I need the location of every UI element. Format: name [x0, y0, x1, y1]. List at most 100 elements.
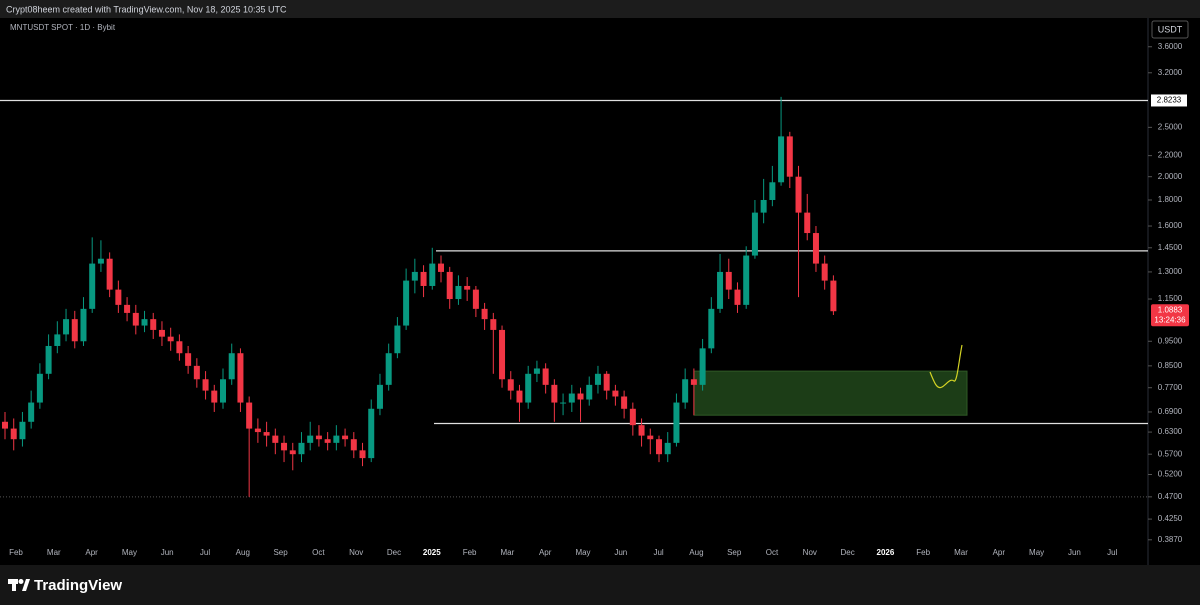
- candle-body: [385, 353, 392, 385]
- candle-body: [647, 435, 654, 440]
- y-tick-label: 1.6000: [1158, 221, 1183, 230]
- candle-body: [158, 329, 165, 337]
- x-tick-label: Feb: [463, 548, 477, 557]
- y-tick-label: 0.6300: [1158, 427, 1183, 436]
- y-tick-label: 0.5200: [1158, 470, 1183, 479]
- candle-body: [743, 255, 750, 305]
- tradingview-logo: [8, 579, 30, 591]
- candle-body: [533, 368, 540, 374]
- x-tick-label: May: [122, 548, 137, 557]
- candle-body: [594, 373, 601, 385]
- candle-body: [455, 285, 462, 300]
- x-tick-label: Oct: [766, 548, 779, 557]
- x-tick-label: Apr: [85, 548, 98, 557]
- candle-body: [560, 402, 567, 404]
- candle-body: [28, 402, 35, 422]
- candle-body: [350, 439, 357, 451]
- header-text: Crypt08heem created with TradingView.com…: [6, 4, 287, 14]
- candle-body: [603, 373, 610, 391]
- candle-body: [150, 319, 157, 330]
- candle-body: [682, 379, 689, 403]
- candle-body: [193, 365, 200, 380]
- y-tick-label: 1.3000: [1158, 267, 1183, 276]
- candle-body: [202, 379, 209, 391]
- candle-body: [795, 176, 802, 213]
- candle-body: [812, 233, 819, 264]
- x-tick-label: Nov: [803, 548, 817, 557]
- currency: USDT: [1158, 24, 1183, 34]
- y-tick-label: 1.4500: [1158, 243, 1183, 252]
- candle-body: [760, 199, 767, 213]
- candle-body: [734, 289, 741, 305]
- candle-body: [115, 289, 122, 305]
- candle-body: [10, 428, 17, 440]
- y-tick-label: 0.3870: [1158, 535, 1183, 544]
- y-tick-label: 2.0000: [1158, 172, 1183, 181]
- candle-body: [359, 450, 366, 459]
- candle-body: [246, 402, 253, 429]
- candle-body: [525, 373, 532, 403]
- x-tick-label: Feb: [9, 548, 23, 557]
- candle-body: [220, 379, 226, 403]
- candle-body: [481, 308, 488, 320]
- x-tick-label: Dec: [387, 548, 401, 557]
- x-tick-label: 2025: [423, 548, 441, 557]
- candle-body: [769, 182, 776, 200]
- price-line-label: 2.8233: [1157, 96, 1182, 105]
- last-price-box: [1151, 304, 1189, 327]
- candle-body: [289, 450, 296, 455]
- candle-body: [751, 212, 758, 256]
- candle-body: [778, 136, 785, 183]
- candle-body: [821, 263, 828, 281]
- candle-body: [97, 258, 104, 264]
- x-tick-label: Dec: [840, 548, 854, 557]
- candle-body: [551, 384, 558, 403]
- candle-body: [376, 384, 383, 409]
- candle-body: [690, 379, 697, 385]
- candle-body: [664, 442, 671, 455]
- x-tick-label: Aug: [236, 548, 250, 557]
- candle-body: [429, 263, 436, 286]
- footer-bar: [0, 565, 1200, 605]
- x-tick-label: Mar: [47, 548, 61, 557]
- candle-body: [507, 379, 514, 391]
- candle-body: [717, 271, 724, 309]
- candle-body: [176, 341, 183, 354]
- candle-body: [36, 373, 43, 403]
- demand-zone: [693, 370, 968, 416]
- candle-body: [272, 435, 279, 443]
- candle-body: [324, 439, 331, 443]
- x-tick-label: Sep: [273, 548, 288, 557]
- candle-body: [629, 408, 636, 426]
- candle-body: [298, 442, 305, 455]
- x-tick-label: Apr: [993, 548, 1006, 557]
- candle-body: [368, 408, 375, 459]
- x-tick-label: Mar: [954, 548, 968, 557]
- candle-body: [403, 280, 410, 326]
- candle-body: [342, 435, 349, 440]
- y-tick-label: 3.2000: [1158, 68, 1183, 77]
- x-tick-label: Aug: [689, 548, 703, 557]
- candle-body: [673, 402, 680, 443]
- candle-body: [725, 271, 732, 290]
- x-tick-label: May: [1029, 548, 1044, 557]
- candle-body: [420, 271, 427, 286]
- candle-body: [106, 258, 113, 290]
- y-tick-label: 0.4700: [1158, 492, 1183, 501]
- candle-body: [63, 319, 70, 335]
- candle-body: [2, 421, 8, 429]
- y-tick-label: 3.6000: [1158, 42, 1183, 51]
- candle-body: [612, 390, 619, 397]
- y-tick-label: 2.5000: [1158, 122, 1183, 131]
- x-tick-label: 2026: [877, 548, 895, 557]
- candle-body: [307, 435, 314, 443]
- y-tick-label: 0.9500: [1158, 336, 1183, 345]
- price-line-label-box: [1151, 94, 1187, 107]
- candle-body: [167, 336, 174, 342]
- x-tick-label: Apr: [539, 548, 552, 557]
- candle-body: [237, 353, 244, 403]
- candle-body: [542, 368, 549, 385]
- y-tick-label: 1.8000: [1158, 195, 1183, 204]
